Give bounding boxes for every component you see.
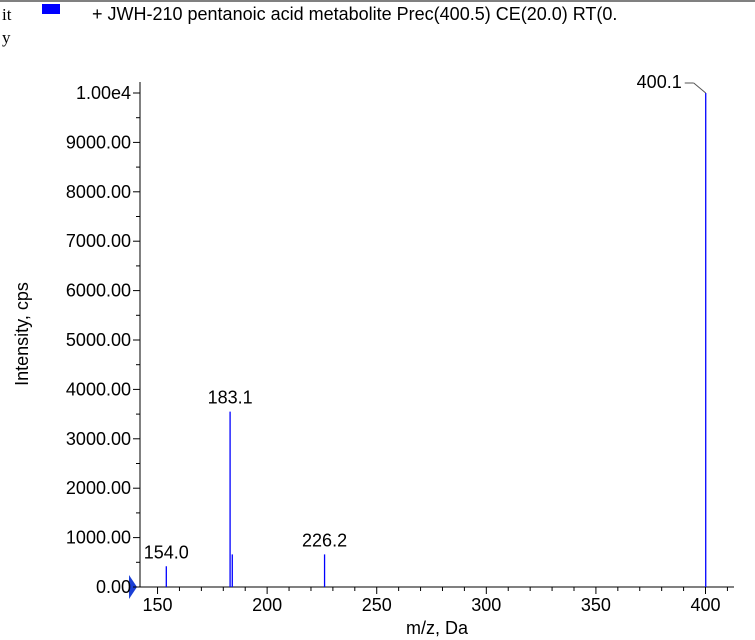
x-tick-label: 400 (690, 595, 720, 615)
x-tick-label: 200 (252, 595, 282, 615)
y-tick-label: 2000.00 (66, 478, 131, 498)
header-left-line2: y (2, 28, 11, 47)
axes (129, 82, 734, 599)
x-tick-label: 150 (143, 595, 173, 615)
y-tick-label: 0.00 (96, 577, 131, 597)
legend-label: + JWH-210 pentanoic acid metabolite Prec… (92, 4, 617, 24)
y-tick-label: 7000.00 (66, 231, 131, 251)
y-ticks: 0.00 1000.00 2000.00 3000.00 4000.00 5000.00 6… (66, 83, 140, 597)
y-tick-label: 6000.00 (66, 281, 131, 301)
peak-label: 400.1 (637, 72, 682, 92)
y-tick-label: 8000.00 (66, 182, 131, 202)
y-tick-label: 1000.00 (66, 528, 131, 548)
x-axis-label: m/z, Da (406, 618, 469, 638)
peaks (165, 93, 707, 587)
y-tick-label: 3000.00 (66, 429, 131, 449)
peak-labels: 154.0 183.1 226.2 400.1 (144, 72, 707, 562)
y-tick-label: 4000.00 (66, 379, 131, 399)
y-axis-label: Intensity, cps (12, 282, 32, 386)
peak-label: 154.0 (144, 542, 189, 562)
x-tick-label: 350 (581, 595, 611, 615)
peak-label: 183.1 (208, 388, 253, 408)
header-left-line1: it (2, 5, 12, 24)
peak-label: 226.2 (302, 530, 347, 550)
y-tick-label: 1.00e4 (76, 83, 131, 103)
y-tick-label: 9000.00 (66, 132, 131, 152)
x-ticks: 150 200 250 300 350 400 (143, 587, 728, 615)
y-tick-label: 5000.00 (66, 330, 131, 350)
legend-swatch (42, 4, 60, 14)
peak-label-leader (693, 82, 707, 94)
chart-header: it y + JWH-210 pentanoic acid metabolite… (0, 0, 755, 47)
x-tick-label: 300 (471, 595, 501, 615)
x-tick-label: 250 (362, 595, 392, 615)
